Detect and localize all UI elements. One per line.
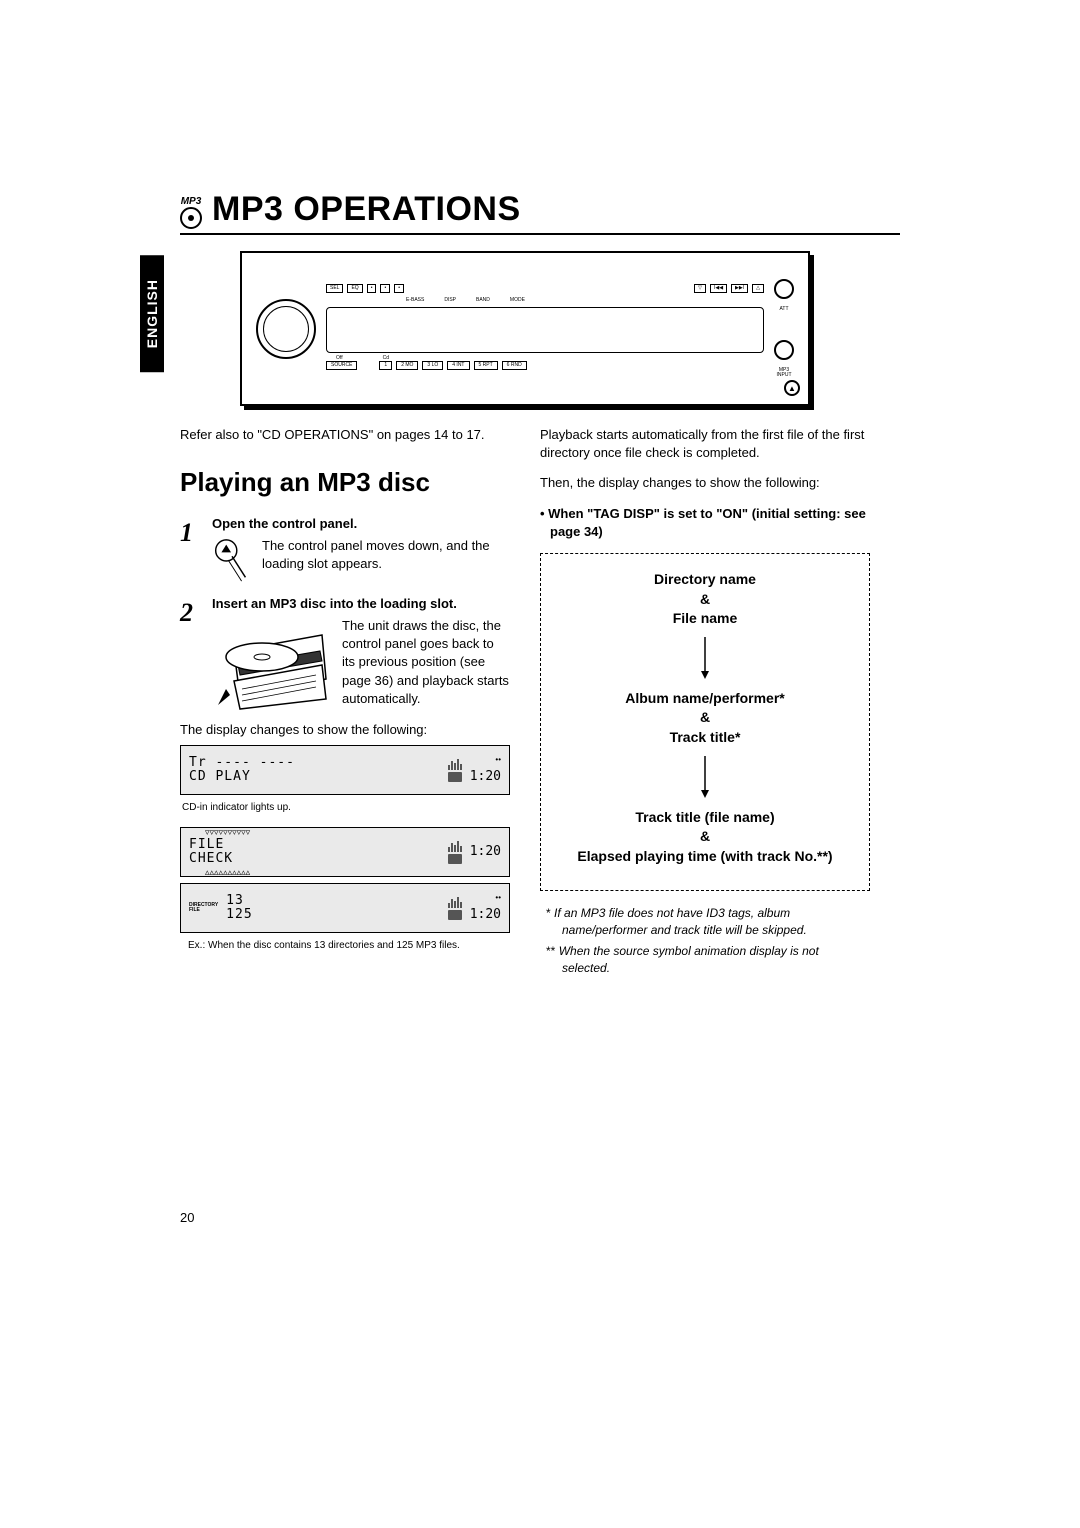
intro-text: Refer also to "CD OPERATIONS" on pages 1… <box>180 426 510 444</box>
right-para-1: Playback starts automatically from the f… <box>540 426 870 462</box>
up-button-icon: △ <box>752 284 764 293</box>
right-bullet: • When "TAG DISP" is set to "ON" (initia… <box>540 505 870 541</box>
att-knob-icon <box>774 279 794 299</box>
dot-button-icon: • <box>380 284 390 293</box>
display-1-line1: Tr ---- ---- <box>189 756 440 770</box>
mp3-input-label: MP3 INPUT <box>777 368 792 379</box>
title-row: MP3 MP3 OPERATIONS <box>180 190 900 235</box>
display-1-note: CD-in indicator lights up. <box>180 801 510 815</box>
preset5-button-icon: 5 RPT <box>474 361 498 370</box>
mode-label: MODE <box>510 297 525 303</box>
step-2-number: 2 <box>180 595 204 711</box>
section-heading: Playing an MP3 disc <box>180 464 510 500</box>
mp3-indicator-icon <box>448 896 462 920</box>
display-2-time: 1:20 <box>470 843 501 861</box>
band-label: BAND <box>476 297 490 303</box>
down-arrow-icon <box>551 756 859 798</box>
footnote-2-mark: ** <box>546 944 555 958</box>
step-2: 2 Insert an MP3 disc into the loading sl… <box>180 595 510 711</box>
footnote-2-text: When the source symbol animation display… <box>559 944 819 975</box>
display-2-line1: FILE <box>189 838 440 852</box>
step-2-title: Insert an MP3 disc into the loading slot… <box>212 595 510 613</box>
step-2-text: The unit draws the disc, the control pan… <box>342 617 510 708</box>
step-1: 1 Open the control panel. The cont <box>180 515 510 585</box>
footnote-1-mark: * <box>546 906 551 920</box>
display-sequence-box: Directory name & File name Album name/pe… <box>540 553 870 891</box>
dot-button-icon: • <box>367 284 377 293</box>
display-illustration-2: ▿▿▿▿▿▿▿▿▿▿ ▵▵▵▵▵▵▵▵▵▵ FILE CHECK 1:20 <box>180 827 510 877</box>
step-1-number: 1 <box>180 515 204 585</box>
disc-loading-illustration-icon <box>212 617 332 711</box>
device-bottom-buttons: SOURCE 1 2 MO 3 LO 4 INT 5 RPT 6 RND <box>326 361 764 370</box>
right-column: Playback starts automatically from the f… <box>540 426 870 980</box>
seq-block-2: Album name/performer* & Track title* <box>551 689 859 748</box>
prev-button-icon: I◀◀ <box>710 284 727 293</box>
volume-dial-icon <box>256 299 316 359</box>
display-3-time: 1:20 <box>470 906 501 924</box>
eject-button-illustration-icon <box>212 537 252 585</box>
ebass-label: E-BASS <box>406 297 424 303</box>
down-button-icon: ▽ <box>694 284 706 293</box>
footnotes: * If an MP3 file does not have ID3 tags,… <box>540 905 870 976</box>
eq-button-icon: EQ <box>347 284 362 293</box>
eject-corner-icon: ▲ <box>784 380 800 396</box>
language-tab: ENGLISH <box>140 255 164 372</box>
page-content: MP3 MP3 OPERATIONS SEL EQ • • • ▽ I◀◀ ▶▶… <box>180 190 900 980</box>
caption-1: The display changes to show the followin… <box>180 721 510 739</box>
display-1-time: 1:20 <box>470 768 501 786</box>
right-para-2: Then, the display changes to show the fo… <box>540 474 870 492</box>
footnote-1-text: If an MP3 file does not have ID3 tags, a… <box>554 906 807 937</box>
display-2-line2: CHECK <box>189 852 440 866</box>
display-illustration-3: DIRECTORY FILE 13 125 •• 1:20 <box>180 883 510 933</box>
display-3-note: Ex.: When the disc contains 13 directori… <box>194 939 510 953</box>
page-number: 20 <box>180 1210 194 1225</box>
preset3-button-icon: 3 LO <box>422 361 443 370</box>
sel-button-icon: SEL <box>326 284 343 293</box>
device-screen-icon <box>326 307 764 353</box>
next-button-icon: ▶▶I <box>731 284 748 293</box>
down-arrow-icon <box>551 637 859 679</box>
display-1-line2: CD PLAY <box>189 770 440 784</box>
disc-icon <box>180 207 202 229</box>
preset2-button-icon: 2 MO <box>396 361 418 370</box>
display-3-line2: 125 <box>226 908 440 922</box>
display-3-line1: 13 <box>226 894 440 908</box>
step-1-title: Open the control panel. <box>212 515 510 533</box>
device-illustration: SEL EQ • • • ▽ I◀◀ ▶▶I △ E-BASS DISP BAN… <box>240 251 810 406</box>
display-illustration-1: Tr ---- ---- CD PLAY •• 1:20 <box>180 745 510 795</box>
mp3-indicator-icon <box>448 758 462 782</box>
preset4-button-icon: 4 INT <box>447 361 469 370</box>
mp3-indicator-icon <box>448 840 462 864</box>
step-1-text: The control panel moves down, and the lo… <box>262 537 510 573</box>
seq-block-1: Directory name & File name <box>551 570 859 629</box>
mp3-input-knob-icon <box>774 340 794 360</box>
source-button-icon: SOURCE <box>326 361 357 370</box>
display-3-label: DIRECTORY FILE <box>189 903 218 913</box>
left-column: Refer also to "CD OPERATIONS" on pages 1… <box>180 426 510 980</box>
device-top-buttons: SEL EQ • • • ▽ I◀◀ ▶▶I △ <box>326 284 764 293</box>
att-label: ATT <box>779 307 788 313</box>
mp3-logo-label: MP3 <box>181 196 202 207</box>
dot-button-icon: • <box>394 284 404 293</box>
preset1-button-icon: 1 <box>379 361 392 370</box>
page-title: MP3 OPERATIONS <box>212 190 521 229</box>
seq-block-3: Track title (file name) & Elapsed playin… <box>551 808 859 867</box>
preset6-button-icon: 6 RND <box>502 361 527 370</box>
disp-label: DISP <box>444 297 456 303</box>
